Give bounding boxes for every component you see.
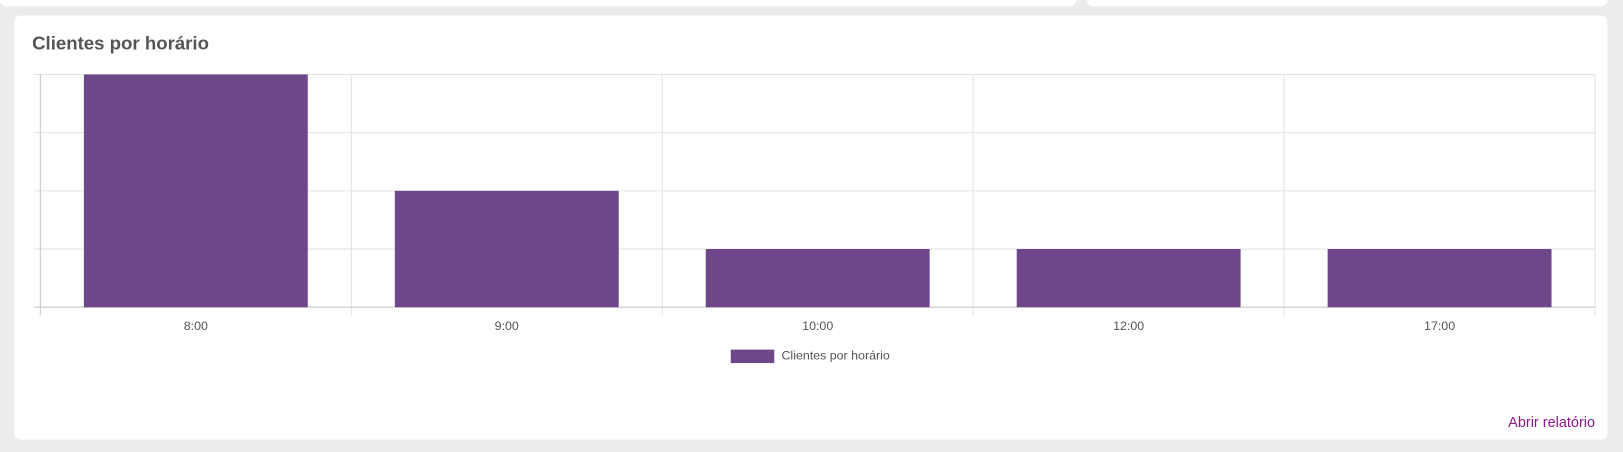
report-link[interactable]: Abrir relatório (1508, 415, 1595, 431)
card-top-right (1086, 0, 1608, 7)
bar (1016, 249, 1241, 308)
bar (394, 190, 619, 308)
legend-label: Clientes por horário (781, 349, 889, 363)
bar (705, 249, 930, 308)
card (14, 15, 1608, 440)
x-tick-label: 17:00 (1424, 319, 1455, 333)
legend-swatch (730, 349, 775, 364)
card-title: Clientes por horário (32, 32, 209, 53)
bar (1327, 249, 1552, 308)
x-tick-label: 10:00 (802, 319, 833, 333)
card-top-left (0, 0, 1077, 7)
x-tick-label: 12:00 (1113, 319, 1144, 333)
x-tick-label: 9:00 (495, 319, 519, 333)
x-tick-label: 8:00 (184, 319, 208, 333)
bar (83, 74, 308, 308)
